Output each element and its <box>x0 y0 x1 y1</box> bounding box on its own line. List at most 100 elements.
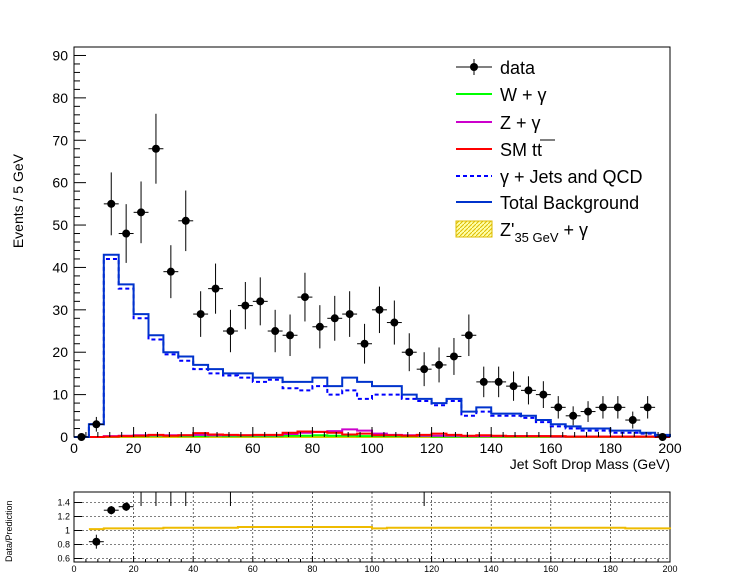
legend-label-sm-ttbar: SM tt <box>500 140 542 160</box>
y-tick-label: 30 <box>52 302 68 318</box>
legend-label-zprime: Z'35 GeV + γ <box>500 220 588 245</box>
ratio-point <box>103 506 119 515</box>
data-point <box>148 113 164 184</box>
ratio-x-tick-label: 120 <box>424 564 439 572</box>
data-point <box>237 281 253 330</box>
data-marker <box>435 360 444 369</box>
hatched-swatch-icon <box>455 220 493 238</box>
legend-entry-w-gamma: W + γ <box>456 85 547 105</box>
data-point <box>193 291 209 337</box>
data-marker <box>151 144 160 153</box>
zprime-main: Z' <box>500 220 514 240</box>
data-point <box>521 376 536 405</box>
ratio-point <box>88 534 104 549</box>
data-point <box>401 333 417 372</box>
main-x-ticks: 0 20 40 60 80 100 120 140 160 180 200 <box>70 427 682 456</box>
series-sm-tt-line <box>74 430 670 438</box>
series-total-background-line <box>74 253 671 438</box>
data-marker <box>360 339 369 348</box>
legend-label-total-background: Total Background <box>500 193 639 213</box>
data-point <box>267 309 283 353</box>
data-point <box>610 396 626 419</box>
legend-entry-zprime: Z'35 GeV + γ <box>455 220 588 245</box>
ratio-x-tick-label: 100 <box>364 564 379 572</box>
ratio-marker <box>92 537 101 546</box>
data-point <box>357 323 372 364</box>
ratio-x-tick-label: 180 <box>603 564 618 572</box>
x-tick-label: 100 <box>360 440 384 456</box>
legend-entry-gamma-jets-qcd: γ + Jets and QCD <box>456 167 643 187</box>
mc-histograms <box>74 253 671 438</box>
ratio-point <box>118 502 134 511</box>
data-point <box>208 263 223 314</box>
data-marker <box>137 208 146 217</box>
data-marker <box>286 331 295 340</box>
data-marker <box>122 229 131 238</box>
legend-label-gamma-jets-qcd: γ + Jets and QCD <box>500 167 643 187</box>
data-point <box>342 291 358 337</box>
legend-label-w-gamma: W + γ <box>500 85 547 105</box>
data-point <box>416 352 432 387</box>
ratio-points <box>88 492 425 549</box>
data-marker <box>658 433 667 441</box>
data-marker <box>166 267 175 276</box>
data-point <box>297 272 313 322</box>
x-tick-label: 200 <box>658 440 682 456</box>
data-marker <box>494 377 503 386</box>
data-marker <box>569 411 578 420</box>
data-marker <box>196 310 205 319</box>
data-points <box>74 113 670 441</box>
ratio-plot-panel: 0 20 40 60 80 100 120 140 160 180 200 0.6 0.8 1 1.2 1.… <box>4 491 678 572</box>
legend: data W + γ Z + γ SM tt γ + Jets and QCD <box>455 58 643 245</box>
data-point <box>550 396 566 419</box>
x-tick-label: 160 <box>539 440 563 456</box>
data-marker <box>375 305 384 314</box>
y-tick-label: 50 <box>52 217 68 233</box>
ratio-y-axis-title: Data/Prediction <box>4 500 14 562</box>
data-point <box>506 371 521 401</box>
data-marker <box>449 352 458 361</box>
data-point <box>535 381 551 409</box>
y-tick-label: 40 <box>52 259 68 275</box>
data-point <box>446 337 462 375</box>
data-marker <box>92 420 101 429</box>
data-marker <box>479 377 488 386</box>
data-point <box>625 411 641 429</box>
ratio-x-tick-label: 200 <box>662 564 677 572</box>
y-tick-label: 90 <box>52 47 68 63</box>
x-tick-label: 40 <box>185 440 201 456</box>
data-marker <box>405 348 414 357</box>
data-point <box>118 204 134 263</box>
x-tick-label: 180 <box>599 440 623 456</box>
main-plot-panel: 0 20 40 60 80 100 120 140 160 180 200 0 10 20 30 40 50 6… <box>10 46 682 472</box>
data-marker <box>584 407 593 416</box>
data-marker <box>464 331 473 340</box>
data-point <box>252 277 268 326</box>
zprime-suffix: + γ <box>559 220 589 240</box>
ratio-marker <box>122 502 131 511</box>
data-point <box>640 396 656 419</box>
data-point <box>88 416 104 432</box>
data-marker <box>181 216 190 225</box>
ratio-y-ticks: 0.6 0.8 1 1.2 1.4 <box>57 498 82 564</box>
legend-entry-total-background: Total Background <box>456 193 639 213</box>
ratio-x-tick-label: 160 <box>543 564 558 572</box>
zprime-subscript: 35 GeV <box>514 230 558 245</box>
data-marker <box>300 293 309 302</box>
ratio-marker <box>107 506 116 515</box>
ratio-x-tick-label: 140 <box>484 564 499 572</box>
main-plot-frame <box>73 46 671 438</box>
ratio-y-tick-label: 0.6 <box>57 554 70 564</box>
data-marker <box>628 416 637 425</box>
x-tick-label: 20 <box>126 440 142 456</box>
x-tick-label: 0 <box>70 440 78 456</box>
ratio-x-tick-label: 40 <box>188 564 198 572</box>
x-axis-title: Jet Soft Drop Mass (GeV) <box>510 456 670 472</box>
ratio-x-tick-label: 20 <box>129 564 139 572</box>
data-point <box>491 366 507 398</box>
legend-entry-data: data <box>456 58 536 78</box>
data-marker <box>211 284 220 293</box>
data-point <box>312 305 328 349</box>
main-y-ticks: 0 10 20 30 40 50 60 70 80 90 <box>52 46 86 445</box>
ratio-band <box>88 526 671 531</box>
